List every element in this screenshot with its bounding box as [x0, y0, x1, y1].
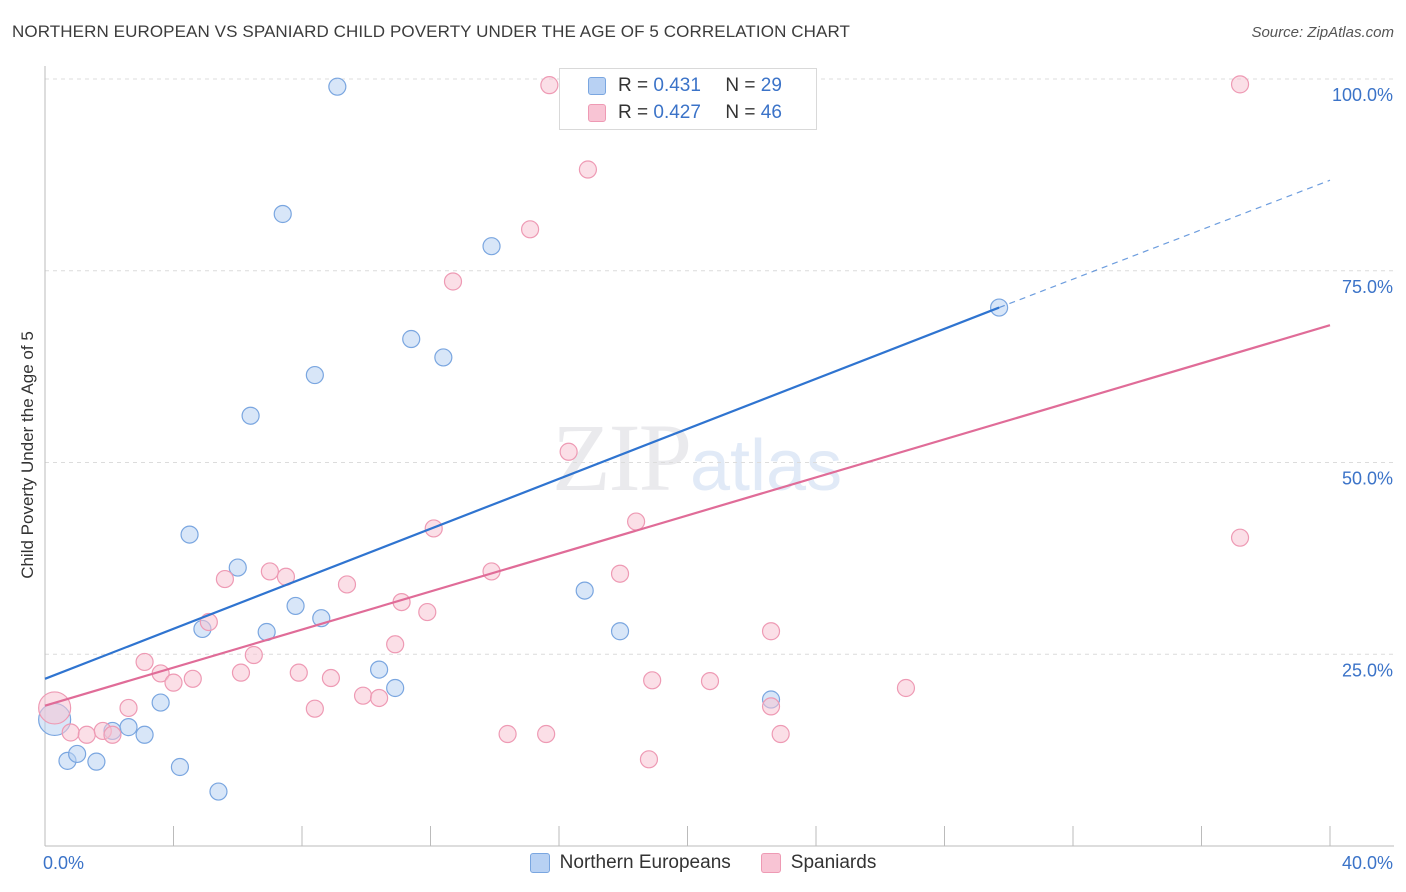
point-spaniard: [537, 724, 556, 744]
point-spaniard: [260, 562, 279, 581]
point-spaniard: [578, 160, 598, 179]
point-northern-european: [434, 348, 453, 367]
point-spaniard: [135, 652, 154, 672]
point-spaniard: [771, 724, 790, 744]
point-northern-european: [151, 693, 170, 712]
point-spaniard: [559, 442, 578, 461]
series-legend: Northern Europeans Spaniards: [0, 852, 1406, 874]
trendline-northern-europeans-extension: [998, 179, 1331, 309]
point-spaniard: [289, 663, 308, 682]
legend-n-label: N =: [725, 75, 756, 96]
point-northern-european: [305, 365, 324, 385]
source-credit: Source: ZipAtlas.com: [1251, 24, 1394, 41]
point-northern-european: [575, 581, 594, 600]
y-tick-label: 75.0%: [1342, 277, 1393, 297]
legend-box: R = 0.431 N = 29 R = 0.427 N = 46: [559, 68, 817, 130]
legend-r-value: 0.427: [653, 102, 701, 123]
x-tick-label: 40.0%: [1342, 853, 1393, 873]
y-tick-label: 25.0%: [1342, 660, 1393, 680]
legend-r-label: R =: [618, 75, 649, 96]
legend-n-value: 46: [760, 102, 782, 123]
point-northern-european: [119, 718, 138, 737]
point-spaniard: [761, 622, 781, 641]
point-spaniard: [700, 671, 720, 691]
point-northern-european: [402, 329, 421, 349]
point-northern-european: [286, 596, 305, 616]
legend-swatch-pink: [588, 104, 606, 122]
point-spaniard: [761, 697, 781, 716]
point-spaniard: [540, 76, 559, 95]
point-spaniard: [353, 686, 373, 705]
point-northern-european: [135, 725, 154, 744]
point-northern-european: [209, 782, 228, 801]
point-spaniard: [520, 220, 540, 239]
point-northern-european: [386, 678, 405, 698]
point-northern-european: [170, 757, 190, 777]
legend-label-northern-europeans: Northern Europeans: [559, 852, 731, 873]
point-spaniard: [626, 512, 646, 531]
point-spaniard: [103, 725, 122, 744]
point-northern-european: [328, 77, 347, 96]
point-spaniard: [370, 688, 389, 708]
x-tick-label: 0.0%: [43, 853, 84, 873]
point-spaniard: [61, 723, 80, 742]
point-spaniard: [1230, 528, 1250, 547]
legend-r-label: R =: [618, 102, 649, 123]
point-spaniard: [183, 669, 202, 688]
point-spaniard: [305, 699, 324, 718]
legend-item-northern-europeans[interactable]: Northern Europeans: [529, 852, 731, 874]
point-spaniard: [119, 698, 138, 718]
point-spaniard: [418, 602, 437, 622]
point-spaniard: [386, 635, 405, 654]
point-northern-european: [370, 660, 389, 679]
legend-row-northern-europeans: R = 0.431 N = 29: [588, 74, 782, 98]
point-spaniard: [643, 671, 662, 690]
point-spaniard: [498, 724, 517, 744]
point-northern-european: [87, 752, 106, 771]
point-northern-european: [68, 744, 87, 764]
point-spaniard: [215, 569, 234, 589]
legend-label-spaniards: Spaniards: [790, 852, 877, 873]
point-spaniard: [38, 691, 72, 725]
point-northern-european: [610, 622, 630, 641]
point-spaniard: [77, 725, 96, 744]
trendline-northern-europeans: [44, 306, 1000, 680]
y-tick-label: 100.0%: [1332, 85, 1393, 105]
legend-swatch-pink: [760, 853, 781, 873]
point-northern-european: [180, 525, 199, 544]
point-spaniard: [1230, 75, 1250, 94]
point-spaniard: [231, 663, 251, 682]
trendline-spaniards: [44, 324, 1331, 707]
legend-item-spaniards[interactable]: Spaniards: [760, 852, 877, 874]
point-spaniard: [244, 645, 263, 665]
point-spaniard: [321, 668, 341, 688]
legend-row-spaniards: R = 0.427 N = 46: [588, 101, 782, 125]
point-spaniard: [610, 564, 630, 583]
legend-r-value: 0.431: [653, 75, 701, 96]
point-northern-european: [241, 406, 260, 425]
point-spaniard: [443, 272, 463, 291]
chart-title: NORTHERN EUROPEAN VS SPANIARD CHILD POVE…: [12, 22, 851, 41]
legend-swatch-blue: [529, 853, 550, 873]
point-spaniard: [337, 575, 357, 594]
point-spaniard: [164, 673, 183, 692]
point-northern-european: [228, 558, 247, 577]
legend-n-value: 29: [760, 75, 782, 96]
point-northern-european: [482, 237, 501, 256]
point-spaniard: [896, 678, 916, 698]
point-northern-european: [273, 204, 292, 224]
legend-swatch-blue: [588, 77, 606, 95]
point-spaniard: [639, 750, 659, 769]
y-tick-label: 50.0%: [1342, 469, 1393, 489]
legend-n-label: N =: [725, 102, 756, 123]
